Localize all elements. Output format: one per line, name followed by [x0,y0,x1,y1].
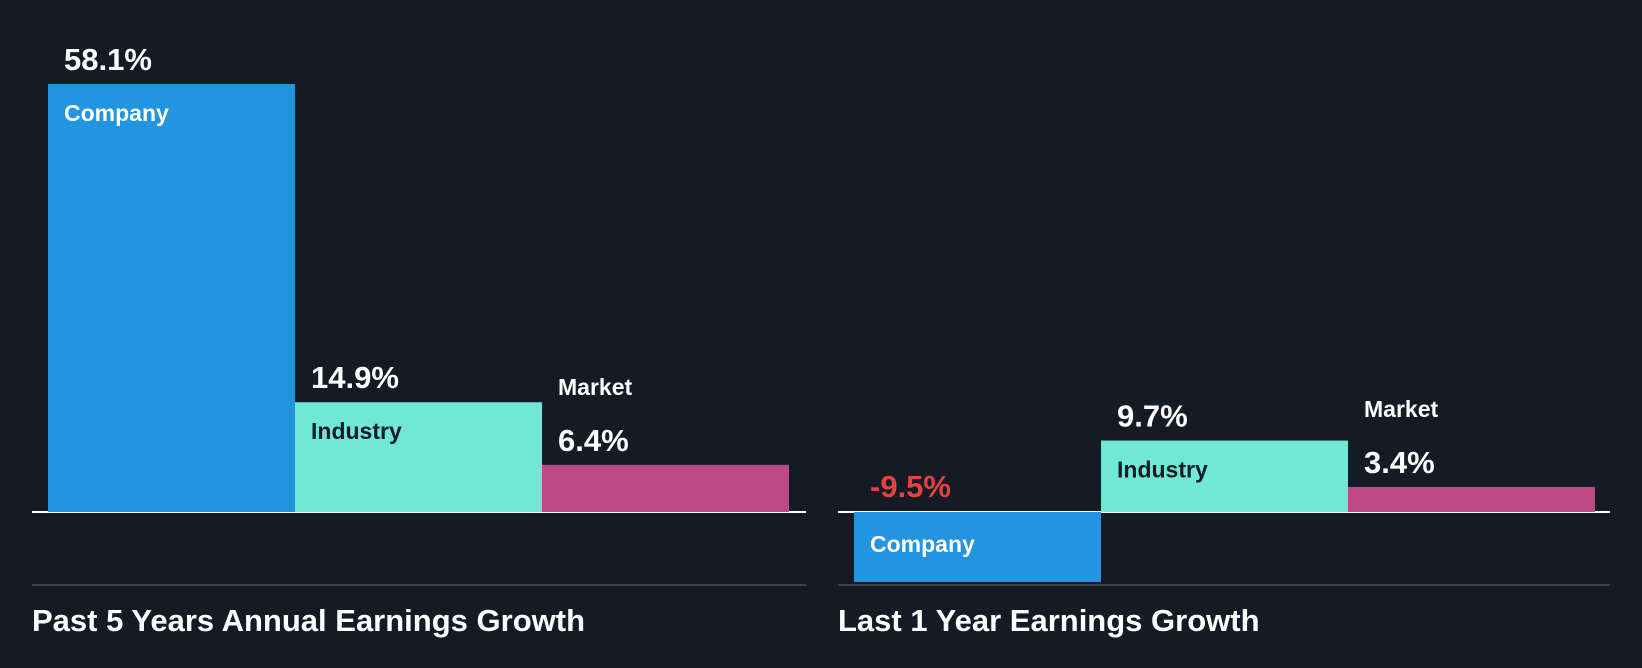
value-label-market: 3.4% [1364,445,1435,480]
value-label-company: -9.5% [870,469,951,504]
bar-market [542,464,789,512]
value-label-company: 58.1% [64,42,152,77]
chart-panel-5y: 58.1% Company 14.9% Industry 6.4% Market Past… [32,0,806,668]
chart-panel-1y: -9.5% Company 9.7% Industry 3.4% Market Last … [838,0,1610,668]
value-label-market: 6.4% [558,423,629,458]
category-label-market: Market [558,374,632,400]
category-label-industry: Industry [311,418,402,444]
bar-market [1348,486,1595,512]
value-label-industry: 14.9% [311,360,399,395]
category-label-company: Company [870,531,975,557]
bar-company [854,512,1101,582]
bar-industry [1101,440,1348,512]
chart-title: Last 1 Year Earnings Growth [838,603,1260,638]
value-label-industry: 9.7% [1117,399,1188,434]
chart-title: Past 5 Years Annual Earnings Growth [32,603,586,638]
category-label-industry: Industry [1117,457,1208,483]
bar-company [48,84,295,512]
bar-industry [295,402,542,512]
bar-chart-5y: 58.1% Company 14.9% Industry 6.4% Market [32,42,806,586]
category-label-company: Company [64,100,169,126]
category-label-market: Market [1364,396,1438,422]
bar-chart-1y: -9.5% Company 9.7% Industry 3.4% Market [838,396,1610,586]
